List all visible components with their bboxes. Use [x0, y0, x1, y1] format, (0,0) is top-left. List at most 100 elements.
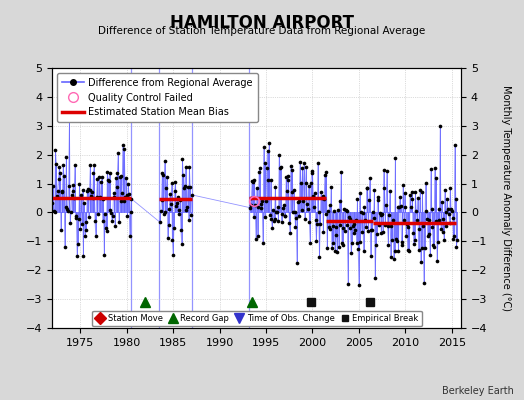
Point [249, 213, 258, 220]
Point [77, 192, 85, 198]
Point [277, 219, 286, 225]
Point [434, 238, 442, 245]
Point [67, 209, 75, 215]
Point [437, 226, 445, 232]
Point [328, 244, 336, 251]
Point [85, 187, 94, 193]
Point [56, 170, 64, 176]
Point [174, 211, 183, 218]
Point [287, 163, 295, 169]
Point [406, 192, 414, 199]
Point [403, 247, 412, 254]
Point [112, 175, 120, 181]
Point [409, 230, 417, 236]
Point [299, 198, 308, 204]
Point [90, 162, 99, 169]
Point [92, 194, 101, 201]
Point [401, 204, 410, 210]
Point [280, 202, 288, 208]
Point [246, 202, 255, 208]
Point [314, 209, 323, 215]
Point [281, 213, 290, 219]
Point [173, 200, 181, 206]
Point [355, 282, 363, 288]
Point [188, 192, 196, 198]
Point [91, 217, 99, 224]
Point [424, 231, 433, 238]
Point [49, 183, 57, 190]
Point [68, 187, 77, 194]
Point [102, 228, 111, 234]
Point [98, 174, 106, 180]
Point [106, 207, 115, 214]
Point [113, 184, 121, 190]
Point [321, 172, 329, 178]
Point [342, 208, 351, 214]
Point [339, 242, 347, 248]
Point [390, 248, 399, 255]
Point [297, 180, 305, 186]
Point [58, 189, 67, 196]
Point [423, 216, 431, 222]
Point [178, 240, 186, 247]
Point [51, 146, 60, 153]
Point [358, 209, 367, 216]
Point [175, 206, 183, 213]
Point [373, 231, 381, 238]
Point [160, 158, 169, 164]
Point [64, 208, 72, 214]
Point [405, 248, 413, 254]
Point [410, 236, 419, 243]
Point [395, 204, 403, 211]
Point [373, 194, 381, 200]
Point [256, 201, 265, 207]
Point [331, 248, 339, 254]
Point [253, 184, 261, 191]
Point [268, 225, 277, 231]
Point [260, 214, 269, 220]
Point [417, 259, 425, 265]
Point [376, 209, 384, 216]
Point [439, 228, 447, 235]
Point [103, 168, 112, 175]
Point [69, 182, 78, 188]
Point [298, 207, 306, 213]
Point [118, 190, 126, 196]
Point [308, 168, 316, 174]
Point [350, 230, 358, 236]
Point [324, 207, 332, 214]
Point [177, 226, 185, 233]
Point [159, 172, 167, 178]
Point [430, 243, 438, 250]
Point [418, 189, 427, 195]
Point [308, 170, 316, 176]
Point [415, 226, 423, 232]
Point [50, 208, 59, 215]
Point [283, 188, 291, 195]
Point [167, 180, 176, 186]
Point [74, 240, 82, 247]
Point [65, 115, 73, 122]
Point [64, 183, 73, 190]
Point [442, 208, 451, 215]
Point [301, 216, 309, 222]
Point [169, 252, 177, 258]
Point [369, 208, 377, 215]
Point [171, 179, 180, 186]
Point [383, 168, 391, 174]
Point [75, 181, 84, 188]
Point [381, 222, 389, 228]
Point [291, 224, 300, 230]
Point [126, 233, 134, 240]
Point [345, 216, 354, 222]
Point [396, 194, 404, 201]
Point [447, 208, 456, 214]
Point [431, 165, 439, 172]
Point [124, 180, 133, 187]
Point [412, 208, 420, 214]
Point [264, 176, 272, 183]
Point [173, 194, 182, 200]
Point [347, 250, 355, 256]
Point [168, 237, 177, 243]
Point [61, 204, 70, 210]
